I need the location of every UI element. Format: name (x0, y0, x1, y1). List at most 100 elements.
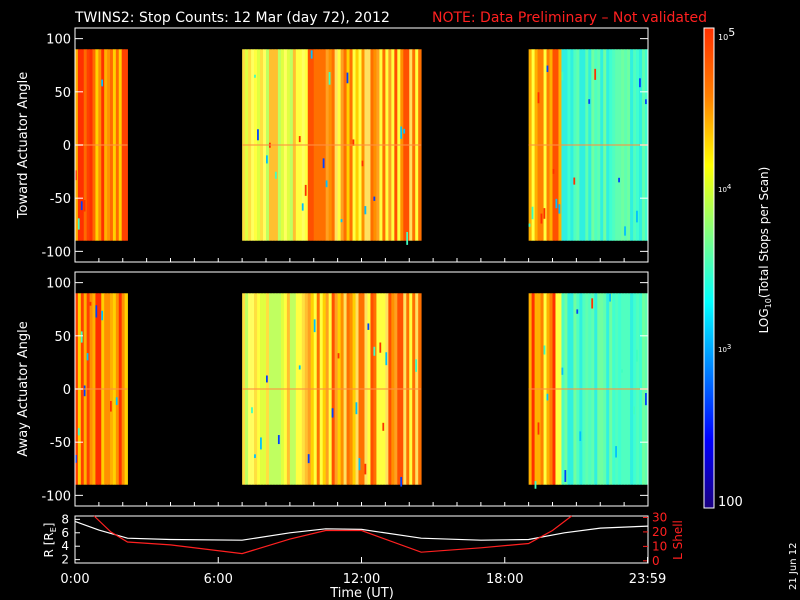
heatmap-speckle (361, 160, 364, 167)
heatmap-speckle (537, 422, 540, 435)
heatmap-speckle (346, 72, 349, 84)
y-tick-label: -50 (50, 436, 71, 451)
heatmap-speckle (352, 139, 355, 146)
heatmap-zero-line (242, 388, 422, 390)
heatmap-speckle (379, 342, 382, 353)
heatmap-speckle (588, 99, 591, 104)
heatmap-speckle (618, 177, 620, 183)
colorbar-tick-1e4: 104 (718, 183, 732, 194)
top-y-axis-label: Toward Actuator Angle (16, 72, 31, 219)
heatmap-speckle (546, 65, 549, 73)
heatmap-speckle (307, 454, 310, 464)
colorbar-frame (703, 27, 715, 509)
heatmap-speckle (304, 184, 307, 196)
y-tick-label: 50 (54, 86, 71, 101)
y-tick-label: 0 (63, 139, 71, 154)
heatmap-speckle (322, 158, 325, 169)
heatmap-speckle (373, 196, 376, 201)
orbit-lines (74, 515, 649, 555)
y-tick-label: 50 (54, 330, 71, 345)
heatmap-speckle (251, 407, 253, 414)
heatmap-speckle (645, 393, 647, 406)
colorbar-scale (704, 28, 714, 508)
x-axis-label: Time (UT) (329, 586, 394, 600)
heatmap-speckle (340, 219, 343, 223)
heatmap-speckle (555, 198, 558, 209)
heatmap-zero-line (528, 388, 649, 390)
heatmap-speckle (552, 168, 555, 174)
heatmap-speckle (95, 305, 98, 318)
x-tick-label: 18:00 (486, 572, 523, 587)
heatmap-speckle (257, 129, 259, 141)
r-tick-label: 8 (61, 512, 69, 526)
heatmap-speckle (298, 365, 301, 370)
heatmap-speckle (382, 422, 385, 431)
r-tick-label: 6 (61, 526, 69, 540)
heatmap-speckle (89, 301, 92, 306)
lshell-tick-label: 20 (652, 525, 667, 539)
top-panel: 100 50 0 -50 -100 Toward Actuator Angle (16, 27, 649, 263)
heatmap-speckle (83, 200, 86, 212)
y-tick-label: -100 (41, 245, 71, 260)
y-tick-label: -50 (50, 192, 71, 207)
heatmap-speckle (364, 206, 367, 215)
heatmap-speckle (277, 435, 280, 445)
heatmap-speckle (310, 50, 313, 59)
heatmap-speckle (591, 298, 594, 309)
heatmap-speckle (537, 92, 540, 104)
heatmap-speckle (86, 353, 89, 361)
heatmap-speckle (325, 180, 328, 188)
heatmap-speckle (406, 231, 409, 245)
y-tick-label: 0 (63, 383, 71, 398)
top-heatmap (75, 49, 649, 245)
x-tick-label: 23:59 (629, 572, 666, 587)
middle-y-axis-label: Away Actuator Angle (16, 321, 31, 456)
heatmap-zero-line (75, 144, 128, 146)
heatmap-speckle (115, 397, 118, 405)
heatmap-speckle (77, 218, 80, 230)
heatmap-speckle (266, 155, 268, 164)
colorbar-tick-100: 100 (718, 495, 743, 510)
heatmap-speckle (543, 208, 546, 219)
heatmap-speckle (528, 223, 531, 227)
r-axis-label: R [RE] (42, 523, 58, 558)
heatmap-speckle (633, 406, 635, 415)
heatmap-speckle (364, 463, 367, 475)
top-y-axis: 100 50 0 -50 -100 (41, 33, 648, 260)
heatmap-speckle (621, 369, 623, 373)
heatmap-speckle (579, 431, 582, 441)
heatmap-speckle (639, 78, 641, 88)
heatmap-speckle (260, 437, 262, 450)
heatmap-speckle (385, 352, 388, 366)
heatmap-speckle (266, 375, 268, 383)
heatmap-speckle (400, 476, 403, 487)
middle-y-axis: 100 50 0 -50 -100 (41, 277, 648, 504)
heatmap-speckle (328, 72, 331, 85)
heatmap-speckle (373, 346, 376, 356)
lshell-line (93, 515, 572, 555)
heatmap-speckle (415, 359, 418, 372)
heatmap-speckle (615, 446, 617, 458)
heatmap-speckle (573, 177, 576, 185)
r-tick-label: 4 (61, 539, 69, 553)
heatmap-speckle (645, 99, 647, 105)
heatmap-speckle (531, 206, 534, 220)
preliminary-note: NOTE: Data Preliminary – Not validated (432, 10, 707, 26)
heatmap-speckle (80, 331, 83, 343)
time-axis: 0:00 6:00 12:00 18:00 23:59 (60, 258, 666, 587)
middle-panel: 100 50 0 -50 -100 Away Actuator Angle (16, 271, 649, 507)
heatmap-zero-line (528, 144, 649, 146)
heatmap-speckle (400, 126, 403, 139)
heatmap-speckle (75, 170, 77, 181)
y-tick-label: 100 (46, 277, 71, 292)
heatmap-speckle (80, 201, 83, 211)
heatmap-zero-line (75, 388, 128, 390)
heatmap-speckle (609, 293, 611, 302)
heatmap-speckle (101, 79, 104, 87)
heatmap-speckle (331, 408, 334, 418)
heatmap-speckle (301, 203, 304, 211)
heatmap-speckle (355, 402, 358, 415)
heatmap-zero-line (242, 144, 422, 146)
